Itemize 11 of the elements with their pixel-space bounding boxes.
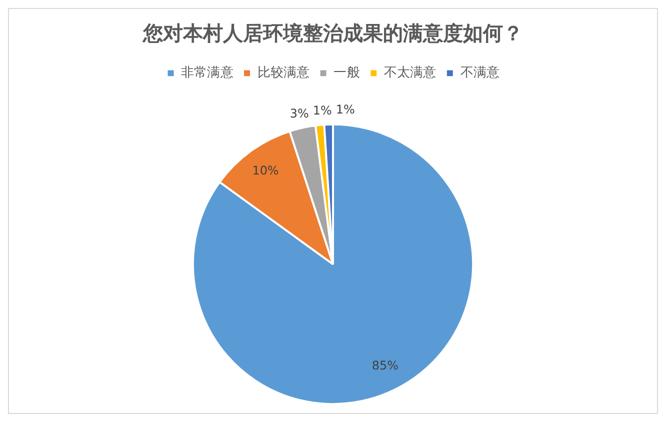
data-label: 10% <box>252 164 279 178</box>
legend-label: 不太满意 <box>384 66 436 81</box>
data-label: 1% <box>336 102 355 117</box>
legend-label: 比较满意 <box>257 66 310 81</box>
chart-title: 您对本村人居环境整治成果的满意度如何？ <box>142 22 524 46</box>
data-label: 1% <box>312 103 332 118</box>
legend-label: 一般 <box>334 66 360 81</box>
legend-label: 不满意 <box>460 66 500 81</box>
legend-label: 非常满意 <box>181 66 234 81</box>
data-label: 3% <box>290 106 309 120</box>
data-label: 85% <box>372 358 398 372</box>
